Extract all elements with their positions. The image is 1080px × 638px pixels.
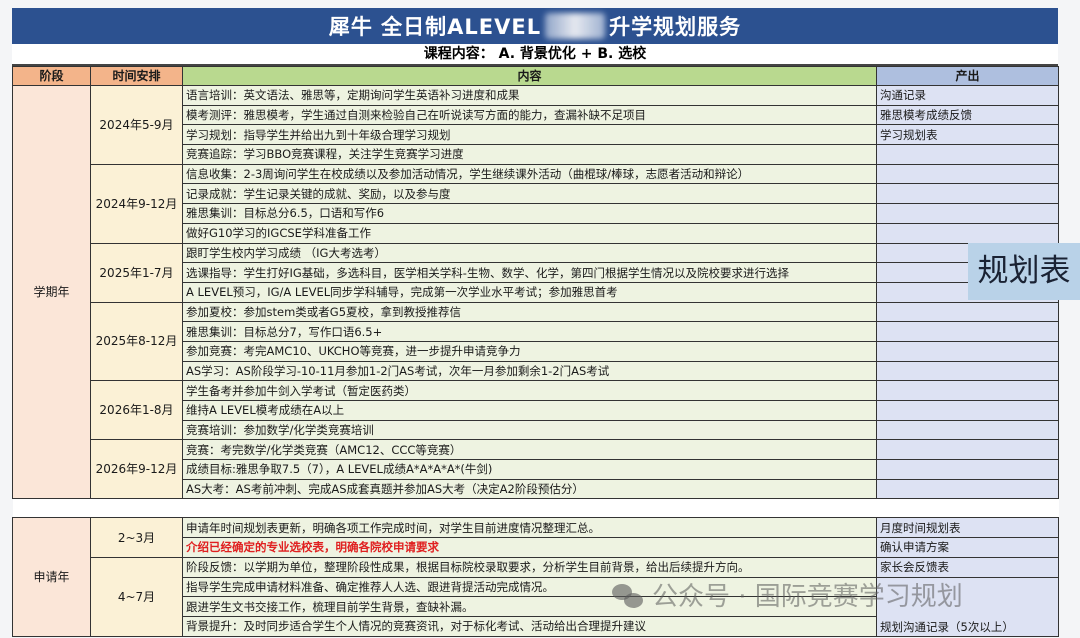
plan-table: 阶段 时间安排 内容 产出 学期年 2024年5-9月 语言培训：英文语法、雅思等，… <box>12 66 1059 637</box>
table-row: 成绩目标:雅思争取7.5（7），A LEVEL成绩A*A*A*A*(牛剑) <box>13 459 1059 480</box>
table-row: 竞赛培训：参加数学/化学类竞赛培训 <box>13 419 1059 441</box>
sheet-title: 犀牛 全日制ALEVEL 升学规划服务 <box>12 8 1058 44</box>
output-cell <box>876 183 1059 205</box>
content-cell: 维持A LEVEL模考成绩在A以上 <box>182 400 877 421</box>
time-cell: 2026年1-8月 <box>90 380 183 441</box>
output-cell <box>876 301 1059 323</box>
content-cell: 记录成就：学生记录关键的成就、奖励，以及参与度 <box>182 183 877 205</box>
wechat-icon <box>612 584 644 610</box>
content-cell: 学生备考并参加牛剑入学考试（暂定医药类） <box>182 380 877 401</box>
time-cell: 2026年9-12月 <box>90 439 183 500</box>
watermark: 公众号 · 国际竞赛学习规划 <box>612 582 963 612</box>
output-cell <box>876 419 1059 441</box>
output-cell: 确认申请方案 <box>876 537 1059 558</box>
content-cell: AS学习：AS阶段学习-10-11月参加1-2门AS考试，次年一月参加剩余1-2… <box>182 360 877 382</box>
content-cell: 选课指导：学生打好IG基础，多选科目，医学相关学科-生物、数学、化学，第四门根据… <box>182 262 877 283</box>
time-cell: 2025年1-7月 <box>90 242 183 303</box>
output-cell <box>876 321 1059 342</box>
output-cell <box>876 439 1059 461</box>
output-cell <box>876 222 1059 244</box>
output-cell <box>876 380 1059 401</box>
output-cell <box>876 340 1059 362</box>
content-cell: 模考测评：雅思模考，学生通过自测来检验自己在听说读写方面的能力，查漏补缺不足项目 <box>182 104 877 126</box>
output-cell <box>876 400 1059 421</box>
output-cell: 学习规划表 <box>876 124 1059 146</box>
table-row: 背景提升：及时同步适合学生个人情况的竞赛资讯，对于标化考试、活动给出合理提升建议 <box>13 615 1059 637</box>
table-row: 申请年 2~3月 申请年时间规划表更新，明确各项工作完成时间，对学生目前进度情况… <box>12 517 1059 637</box>
content-cell: AS大考：AS考前冲刺、完成AS成套真题并参加AS大考（决定A2阶段预估分） <box>182 478 877 500</box>
table-row: 竞赛追踪：学习BBO竞赛课程，关注学生竞赛学习进度 <box>13 144 1059 165</box>
table-row: 2026年9-12月 竞赛：考完数学/化学类竞赛（AMC12、CCC等竞赛） <box>13 439 1059 500</box>
table-row: 2025年8-12月 参加夏校：参加stem类或者G5夏校，拿到教授推荐信 <box>13 301 1059 382</box>
content-cell: 参加竞赛：考完AMC10、UKCHO等竞赛，进一步提升申请竞争力 <box>182 340 877 362</box>
content-cell: 学习规划：指导学生并给出九到十年级合理学习规划 <box>182 124 877 146</box>
content-cell: 竞赛培训：参加数学/化学类竞赛培训 <box>182 419 877 441</box>
content-cell-highlight: 介绍已经确定的专业选校表，明确各院校申请要求 <box>182 537 877 558</box>
content-cell: 做好G10学习的IGCSE学科准备工作 <box>182 222 877 244</box>
content-cell: 竞赛：考完数学/化学类竞赛（AMC12、CCC等竞赛） <box>182 439 877 461</box>
table-row: 做好G10学习的IGCSE学科准备工作 <box>13 222 1059 244</box>
content-cell: 参加夏校：参加stem类或者G5夏校，拿到教授推荐信 <box>182 301 877 323</box>
time-cell: 4~7月 <box>90 556 183 637</box>
blurred-region <box>545 13 606 39</box>
table-row: 4~7月 阶段反馈：以学期为单位，整理阶段性成果，根据目标院校录取要求，分析学生… <box>13 556 1059 637</box>
table-row: 学期年 2024年5-9月 语言培训：英文语法、雅思等，定期询问学生英语补习进度和成… <box>12 84 1059 500</box>
content-cell: 语言培训：英文语法、雅思等，定期询问学生英语补习进度和成果 <box>182 85 877 106</box>
table-row: 2026年1-8月 学生备考并参加牛剑入学考试（暂定医药类） <box>13 380 1059 441</box>
time-cell: 2024年9-12月 <box>90 163 183 244</box>
output-cell-merged: 规划沟通记录（5次以上） <box>876 576 1059 637</box>
title-right: 升学规划服务 <box>609 15 742 39</box>
content-cell: 申请年时间规划表更新，明确各项工作完成时间，对学生目前进度情况整理汇总。 <box>182 517 877 539</box>
output-cell <box>876 478 1059 500</box>
content-cell: 阶段反馈：以学期为单位，整理阶段性成果，根据目标院校录取要求，分析学生目前背景，… <box>182 556 877 578</box>
planning-sheet: 犀牛 全日制ALEVEL 升学规划服务 课程内容： A. 背景优化 + B. 选… <box>12 8 1059 637</box>
output-cell <box>876 360 1059 382</box>
content-cell: A LEVEL预习，IG/A LEVEL同步学科辅导，完成第一次学业水平考试；参… <box>182 281 877 303</box>
table-row: 指导学生完成申请材料准备、确定推荐人人选、跟进背提活动完成情况。 规划沟通记录（… <box>13 576 1059 637</box>
stage-cell: 申请年 <box>12 517 91 637</box>
header-stage: 阶段 <box>12 66 91 86</box>
output-cell <box>876 203 1059 224</box>
output-cell: 雅思模考成绩反馈 <box>876 104 1059 126</box>
time-cell: 2025年8-12月 <box>90 301 183 382</box>
output-cell: 家长会反馈表 <box>876 556 1059 578</box>
table-row: 学习规划：指导学生并给出九到十年级合理学习规划 学习规划表 <box>13 124 1059 146</box>
content-cell: 雅思集训：目标总分6.5，口语和写作6 <box>182 203 877 224</box>
content-cell: 雅思集训：目标总分7，写作口语6.5+ <box>182 321 877 342</box>
output-cell: 月度时间规划表 <box>876 517 1059 539</box>
table-row: 跟进学生文书交接工作，梳理目前学生背景，查缺补漏。 <box>13 596 1059 617</box>
overlay-label: 规划表 <box>968 243 1080 300</box>
table-row: 2024年9-12月 信息收集：2-3周询问学生在校成绩以及参加活动情况，学生继续… <box>13 163 1059 244</box>
header-row: 阶段 时间安排 内容 产出 <box>12 66 1059 86</box>
title-left: 犀牛 全日制ALEVEL <box>328 15 542 39</box>
header-content: 内容 <box>182 66 877 86</box>
time-cell: 2~3月 <box>90 517 183 558</box>
output-cell <box>876 144 1059 165</box>
watermark-text: 公众号 · 国际竞赛学习规划 <box>652 582 963 612</box>
content-cell: 竞赛追踪：学习BBO竞赛课程，关注学生竞赛学习进度 <box>182 144 877 165</box>
table-row: 2025年1-7月 跟盯学生校内学习成绩 （IG大考选考） <box>13 242 1059 303</box>
content-cell: 成绩目标:雅思争取7.5（7），A LEVEL成绩A*A*A*A*(牛剑) <box>182 459 877 480</box>
time-cell: 2024年5-9月 <box>90 85 183 165</box>
header-output: 产出 <box>876 66 1059 86</box>
gap-cell <box>12 498 1059 519</box>
content-cell: 信息收集：2-3周询问学生在校成绩以及参加活动情况，学生继续课外活动（曲棍球/棒… <box>182 163 877 185</box>
content-cell: 背景提升：及时同步适合学生个人情况的竞赛资讯，对于标化考试、活动给出合理提升建议 <box>182 615 877 637</box>
section-gap <box>12 498 1059 519</box>
table-row: 模考测评：雅思模考，学生通过自测来检验自己在听说读写方面的能力，查漏补缺不足项目… <box>13 104 1059 126</box>
stage-cell: 学期年 <box>12 84 91 500</box>
sheet-subtitle: 课程内容： A. 背景优化 + B. 选校 <box>12 44 1058 66</box>
output-cell <box>876 459 1059 480</box>
table-row: 雅思集训：目标总分7，写作口语6.5+ <box>13 321 1059 342</box>
content-cell: 跟盯学生校内学习成绩 （IG大考选考） <box>182 242 877 264</box>
content-cell: 指导学生完成申请材料准备、确定推荐人人选、跟进背提活动完成情况。 <box>182 576 877 598</box>
table-row: AS学习：AS阶段学习-10-11月参加1-2门AS考试，次年一月参加剩余1-2… <box>13 360 1059 382</box>
header-time: 时间安排 <box>90 66 183 86</box>
content-cell: 跟进学生文书交接工作，梳理目前学生背景，查缺补漏。 <box>182 596 877 617</box>
output-cell: 沟通记录 <box>876 85 1059 106</box>
table-row: 雅思集训：目标总分6.5，口语和写作6 <box>13 203 1059 224</box>
output-cell <box>876 163 1059 185</box>
